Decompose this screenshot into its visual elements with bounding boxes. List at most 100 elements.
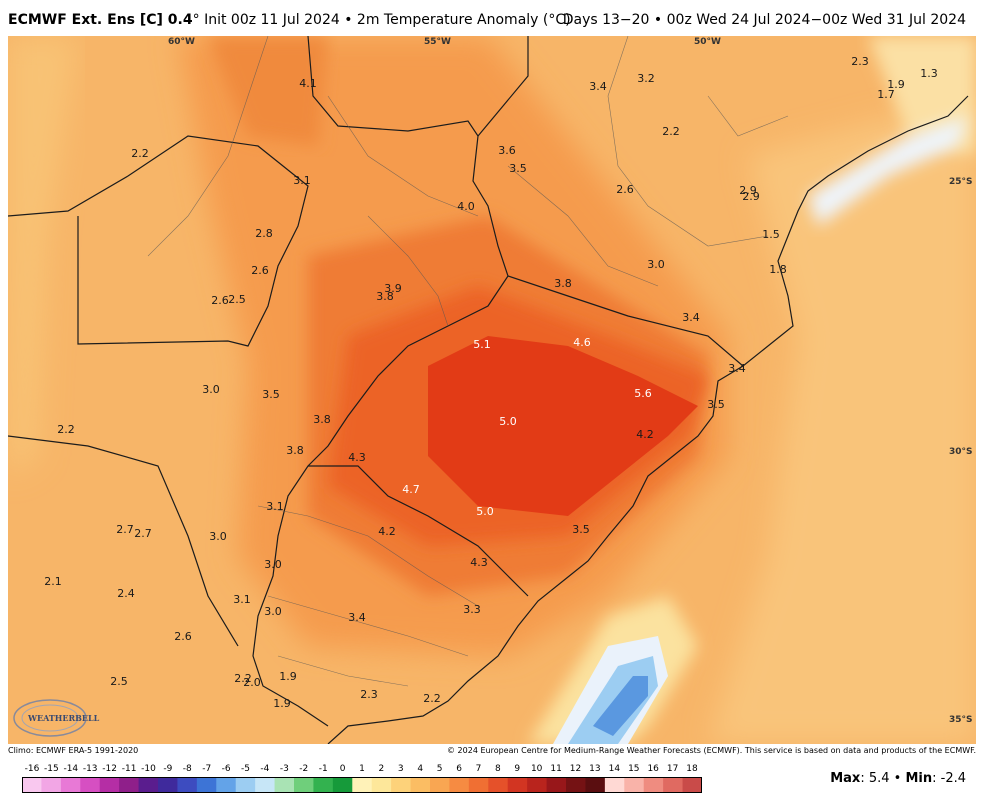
anomaly-value-label: 1.9 [279,670,297,683]
colorbar-tick-label: -3 [279,764,289,774]
anomaly-value-label: 4.6 [573,336,591,349]
anomaly-value-label: 5.6 [634,387,652,400]
anomaly-value-label: 2.2 [423,692,441,705]
map-svg: 60°W 55°W 50°W 25°S 30°S 35°S 4.1 3.4 3.2 2… [8,36,976,744]
lon-label-55w: 55°W [424,37,451,47]
anomaly-value-label: 3.4 [682,311,700,324]
anomaly-value-label: 4.3 [470,556,488,569]
colorbar-swatch [507,777,528,793]
anomaly-value-label: 2.2 [234,672,252,685]
colorbar-swatch [352,777,373,793]
lon-label-60w: 60°W [168,37,195,47]
anomaly-value-label: 2.6 [211,294,229,307]
max-value: 5.4 [868,771,890,786]
colorbar-tick-label: 7 [475,764,482,774]
colorbar-tick-label: 18 [686,764,698,774]
colorbar-tick-label: -16 [24,764,40,774]
colorbar-swatch [313,777,334,793]
anomaly-value-label: 3.4 [589,80,607,93]
colorbar-swatch [158,777,178,793]
anomaly-value-label: 3.0 [202,383,220,396]
colorbar-tick-label: -8 [182,764,192,774]
anomaly-value-label: 4.0 [457,200,475,213]
anomaly-value-label: 2.3 [360,688,378,701]
colorbar-tick-label: -11 [121,764,137,774]
colorbar-swatch [682,777,702,793]
min-label: Min [905,771,933,786]
colorbar-swatch [391,777,412,793]
map-title: ECMWF Ext. Ens [C] 0.4° Init 00z 11 Jul … [8,12,571,28]
anomaly-value-label: 2.5 [110,675,128,688]
anomaly-value-label: 3.5 [509,162,527,175]
colorbar-tick-label: 5 [436,764,443,774]
anomaly-value-label: 3.0 [264,605,282,618]
anomaly-value-label: 3.4 [728,362,746,375]
colorbar-tick-label: -1 [318,764,328,774]
header: ECMWF Ext. Ens [C] 0.4° Init 00z 11 Jul … [0,0,984,38]
colorbar-tick-label: 12 [569,764,582,774]
colorbar-tick-label: 13 [589,764,601,774]
anomaly-value-label: 3.5 [572,523,590,536]
max-label: Max [830,771,861,786]
anomaly-value-label: 3.0 [209,530,227,543]
graticule-labels: 60°W 55°W 50°W 25°S 30°S 35°S [168,37,973,725]
colorbar-swatch [430,777,450,793]
colorbar-swatch [196,777,217,793]
anomaly-value-label: 3.1 [266,500,284,513]
anomaly-value-label: 3.1 [233,593,251,606]
colorbar-tick-label: 4 [417,764,424,774]
colorbar-swatch [255,777,276,793]
anomaly-value-label: 3.5 [262,388,280,401]
boundaries [8,36,969,744]
colorbar-swatch [527,777,548,793]
colorbar-tick-label: 16 [647,764,659,774]
anomaly-value-label: 2.4 [117,587,135,600]
anomaly-value-label: 1.8 [769,263,787,276]
colorbar-swatch [235,777,256,793]
colorbar-tick-label: -12 [102,764,117,774]
weatherbell-logo: WEATHERBELL [13,699,100,737]
model-name: ECMWF Ext. Ens [C] 0.4 [8,12,193,28]
colorbar-swatch [546,777,567,793]
colorbar-tick-label: -4 [260,764,270,774]
colorbar-tick-label: -2 [299,764,309,774]
colorbar-swatch [371,777,392,793]
colorbar-tick-label: -15 [44,764,59,774]
climo-note: Climo: ECMWF ERA-5 1991-2020 [8,746,139,755]
anomaly-value-label: 1.3 [920,67,938,80]
anomaly-value-label: 1.9 [273,697,291,710]
anomaly-value-label: 2.8 [255,227,273,240]
valid-period: Days 13−20 • 00z Wed 24 Jul 2024−00z Wed… [562,12,966,28]
value-labels: 4.1 3.43.22.31.31.91.72.22.2 3.63.53.12.6 2… [44,55,938,710]
lat-label-25s: 25°S [949,177,973,187]
colorbar-swatch [60,777,81,793]
colorbar-tick-label: 15 [628,764,640,774]
colorbar-tick-label: -5 [241,764,250,774]
colorbar-tick-label: 10 [530,764,543,774]
colorbar-swatch [294,777,314,793]
anomaly-value-label: 2.7 [116,523,134,536]
anomaly-value-label: 1.9 [887,78,905,91]
anomaly-value-label: 3.2 [637,72,655,85]
colorbar-swatch [566,777,586,793]
colorbar-tick-label: 14 [608,764,621,774]
anomaly-value-label: 3.8 [554,277,572,290]
anomaly-value-label: 5.0 [499,415,517,428]
anomaly-value-label: 3.0 [647,258,665,271]
state-lines [147,36,789,687]
lon-label-50w: 50°W [694,37,721,47]
colorbar-swatch [22,777,42,793]
anomaly-value-label: 4.3 [348,451,366,464]
colorbar-swatch [119,777,140,793]
anomaly-value-label: 3.9 [384,282,402,295]
anomaly-value-label: 4.1 [299,77,317,90]
anomaly-value-label: 2.7 [134,527,152,540]
colorbar-swatch [99,777,120,793]
colorbar-frame [22,777,702,793]
anomaly-value-label: 5.1 [473,338,491,351]
anomaly-value-label: 2.6 [616,183,634,196]
anomaly-value-label: 4.7 [402,483,420,496]
max-min-stats: Max: 5.4 • Min: -2.4 [830,771,966,786]
colorbar-swatch [216,777,237,793]
colorbar-labels: -16 -15 -14 -13 -12 -11 -10 -9 -8 -7 -6 -5 -4 -3 -2 -1 0… [22,764,702,776]
